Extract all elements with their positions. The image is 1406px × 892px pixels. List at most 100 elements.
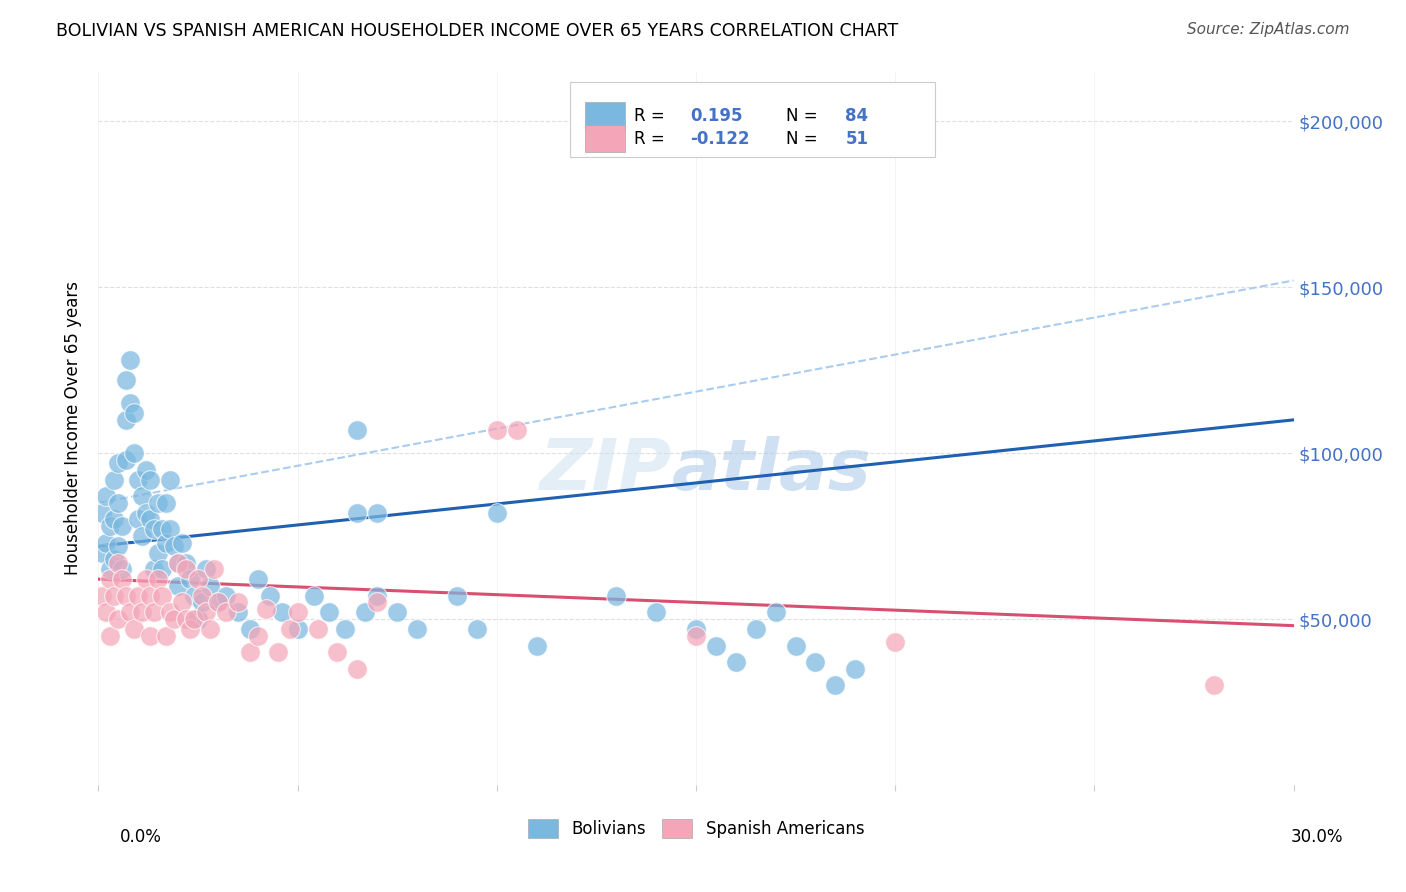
Text: 51: 51 (845, 129, 869, 147)
Point (167, 556, 190, 570)
Point (167, 579, 190, 593)
Point (131, 529, 153, 543)
Point (115, 413, 138, 427)
Text: ZIP: ZIP (540, 436, 672, 506)
Text: 0.0%: 0.0% (120, 828, 162, 846)
Point (366, 506, 388, 520)
Point (685, 622, 707, 636)
Point (96, 489, 118, 503)
Point (150, 562, 173, 576)
Point (172, 595, 194, 609)
Point (346, 423, 368, 437)
Point (226, 595, 249, 609)
Point (254, 602, 277, 616)
Point (385, 606, 409, 620)
Point (139, 589, 162, 603)
Point (1202, 678, 1225, 692)
Point (765, 606, 787, 620)
Point (187, 572, 209, 586)
Point (155, 629, 177, 643)
Point (91, 506, 114, 520)
Point (120, 606, 142, 620)
Point (115, 373, 138, 387)
Point (131, 489, 153, 503)
Point (148, 546, 170, 560)
Point (346, 506, 368, 520)
Point (207, 595, 229, 609)
Point (107, 556, 129, 570)
Text: 0.195: 0.195 (690, 107, 742, 125)
Point (645, 606, 668, 620)
Point (202, 562, 225, 576)
Point (183, 612, 205, 626)
Point (150, 589, 173, 603)
FancyBboxPatch shape (571, 82, 935, 157)
Point (198, 579, 221, 593)
Point (187, 612, 209, 626)
Point (645, 124, 668, 138)
Point (179, 622, 201, 636)
Point (127, 589, 149, 603)
Point (91, 589, 114, 603)
Point (148, 572, 170, 586)
Point (215, 589, 238, 603)
Point (246, 572, 269, 586)
Point (167, 556, 190, 570)
Point (135, 463, 157, 477)
Point (143, 606, 166, 620)
Point (135, 572, 157, 586)
Point (724, 655, 747, 669)
Point (785, 639, 807, 653)
Point (506, 423, 529, 437)
Point (485, 506, 508, 520)
Point (191, 595, 214, 609)
Point (163, 539, 186, 553)
Point (354, 606, 377, 620)
Point (174, 556, 197, 570)
Point (148, 496, 170, 510)
Point (207, 595, 229, 609)
Point (326, 645, 349, 659)
Point (366, 595, 388, 609)
Point (127, 473, 149, 487)
Point (98, 519, 122, 533)
Point (195, 562, 218, 576)
Point (287, 622, 309, 636)
Point (107, 496, 129, 510)
Point (98, 629, 122, 643)
Text: 30.0%: 30.0% (1291, 828, 1343, 846)
Point (685, 629, 707, 643)
Point (307, 622, 329, 636)
Point (150, 522, 173, 536)
Point (139, 473, 162, 487)
Point (96, 535, 118, 549)
Point (111, 519, 134, 533)
Point (159, 522, 181, 536)
Point (111, 562, 134, 576)
Point (98, 562, 122, 576)
Point (124, 406, 146, 420)
Point (270, 606, 292, 620)
Point (215, 606, 238, 620)
Point (745, 622, 768, 636)
Point (111, 572, 134, 586)
Point (446, 589, 468, 603)
Point (526, 639, 548, 653)
Point (124, 622, 146, 636)
Point (127, 512, 149, 526)
Point (287, 606, 309, 620)
Point (131, 606, 153, 620)
Point (120, 396, 142, 410)
Point (704, 639, 727, 653)
Point (267, 645, 290, 659)
Point (143, 562, 166, 576)
Point (163, 612, 186, 626)
Point (844, 662, 866, 676)
Point (183, 589, 205, 603)
Point (124, 446, 146, 460)
Point (135, 506, 157, 520)
Legend: Bolivians, Spanish Americans: Bolivians, Spanish Americans (522, 812, 870, 845)
Point (465, 622, 488, 636)
Point (191, 589, 214, 603)
Point (346, 662, 368, 676)
